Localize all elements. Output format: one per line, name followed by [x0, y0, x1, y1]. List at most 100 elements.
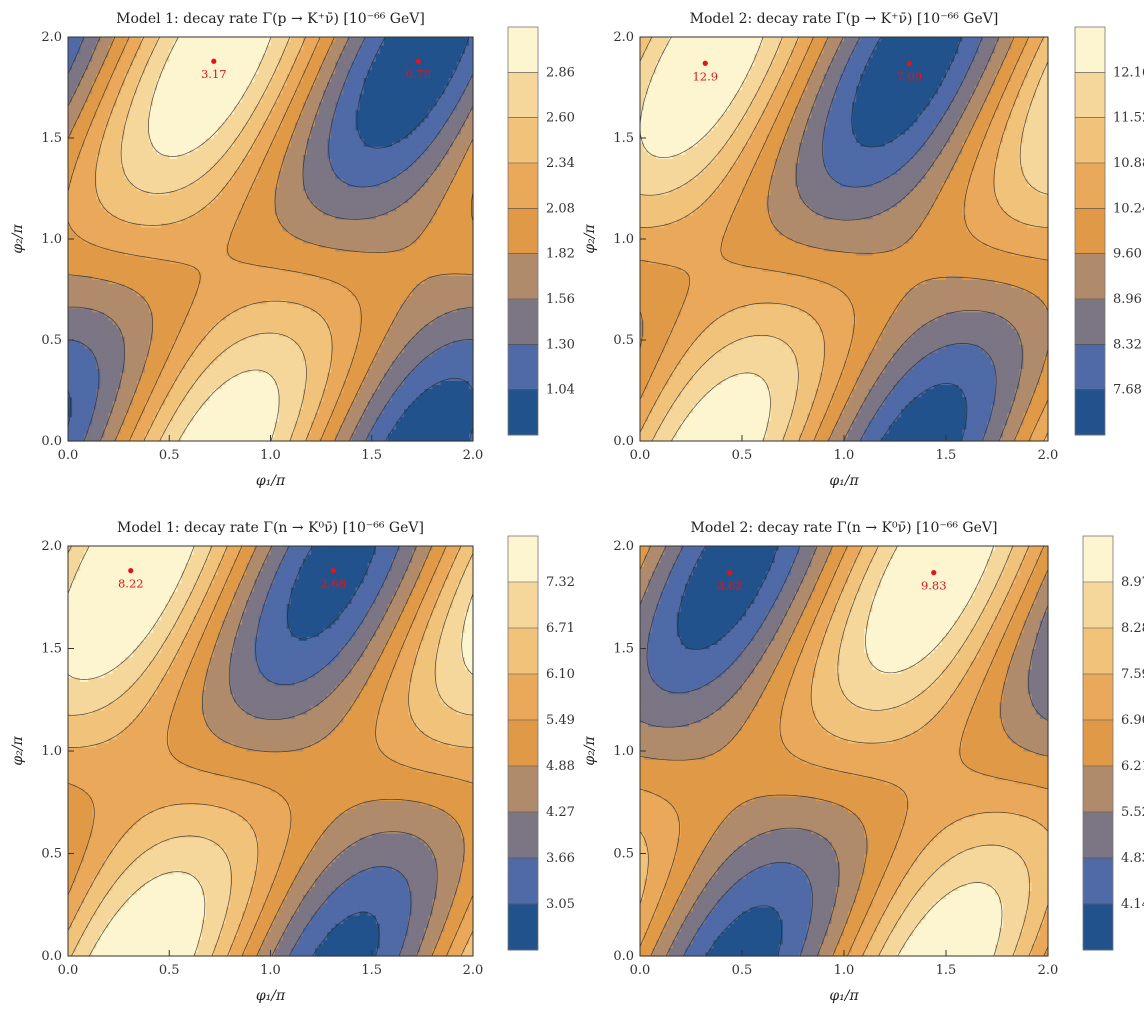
contour-cell: [88, 332, 93, 337]
contour-cell: [396, 393, 401, 398]
contour-cell: [416, 336, 421, 341]
contour-cell: [173, 328, 178, 333]
contour-cell: [125, 397, 130, 402]
contour-cell: [295, 409, 300, 414]
contour-cell: [347, 429, 352, 434]
contour-cell: [311, 356, 316, 361]
contour-cell: [137, 393, 142, 398]
contour-cell: [311, 368, 316, 373]
contour-cell: [416, 401, 421, 406]
contour-cell: [145, 417, 150, 422]
contour-cell: [445, 368, 450, 373]
contour-cell: [283, 356, 288, 361]
contour-cell: [364, 336, 369, 341]
contour-cell: [266, 380, 271, 385]
contour-cell: [420, 388, 425, 393]
contour-cell: [100, 397, 105, 402]
contour-cell: [291, 356, 296, 361]
contour-cell: [400, 340, 405, 345]
contour-cell: [68, 380, 73, 385]
contour-cell: [347, 348, 352, 353]
contour-cell: [441, 421, 446, 426]
contour-cell: [246, 364, 251, 369]
contour-cell: [206, 352, 211, 357]
contour-cell: [76, 384, 81, 389]
contour-cell: [129, 328, 134, 333]
contour-cell: [242, 409, 247, 414]
contour-cell: [437, 332, 442, 337]
contour-cell: [222, 421, 227, 426]
contour-cell: [445, 417, 450, 422]
contour-cell: [372, 397, 377, 402]
contour-cell: [356, 405, 361, 410]
contour-cell: [218, 340, 223, 345]
contour-cell: [104, 348, 109, 353]
contour-cell: [384, 348, 389, 353]
contour-cell: [360, 393, 365, 398]
contour-cell: [254, 356, 259, 361]
contour-cell: [266, 344, 271, 349]
contour-cell: [214, 336, 219, 341]
contour-cell: [396, 433, 401, 438]
contour-cell: [299, 421, 304, 426]
contour-cell: [84, 340, 89, 345]
contour-cell: [428, 433, 433, 438]
contour-cell: [157, 340, 162, 345]
contour-cell: [275, 348, 280, 353]
contour-cell: [104, 332, 109, 337]
contour-cell: [437, 393, 442, 398]
contour-cell: [323, 352, 328, 357]
contour-cell: [266, 388, 271, 393]
contour-cell: [133, 328, 138, 333]
contour-cell: [121, 328, 126, 333]
contour-cell: [380, 429, 385, 434]
contour-cell: [190, 340, 195, 345]
contour-cell: [392, 340, 397, 345]
contour-cell: [222, 401, 227, 406]
contour-cell: [327, 348, 332, 353]
contour-cell: [299, 393, 304, 398]
contour-cell: [210, 372, 215, 377]
contour-cell: [262, 348, 267, 353]
contour-cell: [327, 352, 332, 357]
contour-cell: [218, 397, 223, 402]
contour-cell: [68, 332, 73, 337]
contour-cell: [323, 417, 328, 422]
contour-cell: [271, 417, 276, 422]
contour-cell: [190, 364, 195, 369]
contour-cell: [129, 364, 134, 369]
contour-cell: [323, 344, 328, 349]
contour-cell: [295, 332, 300, 337]
contour-cell: [364, 344, 369, 349]
contour-cell: [311, 332, 316, 337]
contour-cell: [161, 413, 166, 418]
contour-cell: [388, 388, 393, 393]
contour-cell: [104, 344, 109, 349]
contour-cell: [461, 352, 466, 357]
contour-cell: [299, 360, 304, 365]
contour-cell: [133, 356, 138, 361]
contour-cell: [384, 421, 389, 426]
contour-cell: [392, 348, 397, 353]
contour-cell: [262, 360, 267, 365]
contour-cell: [234, 364, 239, 369]
contour-cell: [279, 348, 284, 353]
contour-cell: [424, 348, 429, 353]
contour-cell: [400, 425, 405, 430]
contour-cell: [347, 380, 352, 385]
contour-cell: [291, 405, 296, 410]
contour-cell: [343, 352, 348, 357]
contour-cell: [161, 393, 166, 398]
contour-cell: [396, 360, 401, 365]
contour-cell: [242, 401, 247, 406]
contour-cell: [388, 405, 393, 410]
contour-cell: [368, 352, 373, 357]
contour-cell: [113, 336, 118, 341]
contour-cell: [465, 425, 470, 430]
contour-cell: [283, 401, 288, 406]
contour-cell: [72, 360, 77, 365]
contour-cell: [360, 421, 365, 426]
contour-cell: [457, 409, 462, 414]
contour-cell: [254, 429, 259, 434]
contour-cell: [311, 405, 316, 410]
